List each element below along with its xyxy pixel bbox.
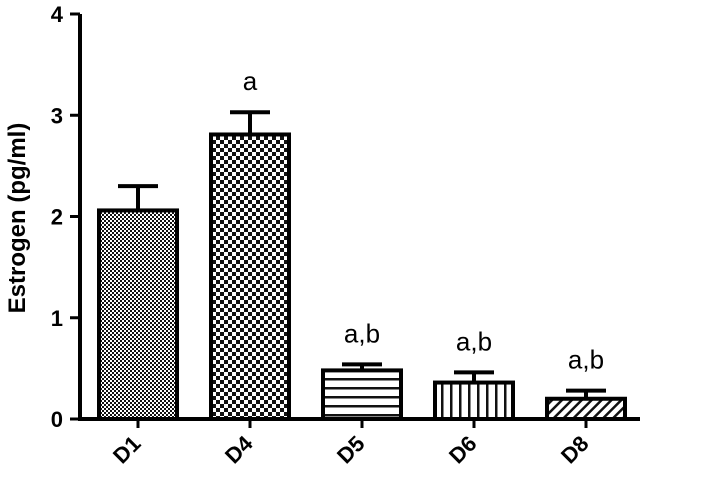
y-axis-title: Estrogen (pg/ml)	[4, 123, 31, 314]
bar-group-d5: a,b	[321, 318, 403, 421]
bars: a a,b a,b a,b	[97, 66, 627, 422]
y-ticks: 0 1 2 3 4	[51, 2, 80, 432]
significance-label: a,b	[456, 326, 492, 356]
bar-group-d1	[97, 184, 179, 421]
x-tick-label: D6	[444, 431, 482, 469]
bar	[97, 208, 179, 421]
x-tick-label: D4	[220, 430, 258, 468]
x-tick-label: D8	[556, 431, 594, 469]
x-tick-label: D1	[108, 431, 146, 469]
y-tick-label: 1	[51, 306, 63, 331]
significance-label: a,b	[568, 345, 604, 375]
x-ticks: D1 D4 D5 D6 D8	[108, 419, 594, 468]
bar	[321, 368, 403, 421]
bar	[433, 380, 515, 421]
y-tick-label: 0	[51, 407, 63, 432]
y-tick-label: 3	[51, 103, 63, 128]
significance-label: a	[243, 66, 258, 96]
y-tick-label: 4	[51, 2, 64, 27]
x-tick-label: D5	[332, 431, 370, 469]
bar-group-d6: a,b	[433, 326, 515, 421]
bar	[209, 132, 291, 422]
bar-group-d4: a	[209, 66, 291, 422]
bar-group-d8: a,b	[545, 345, 627, 421]
significance-label: a,b	[344, 318, 380, 348]
bar	[545, 396, 627, 421]
y-tick-label: 2	[51, 205, 63, 230]
